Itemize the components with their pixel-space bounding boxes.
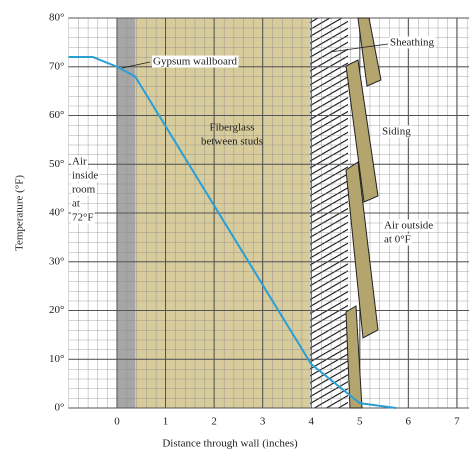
annotation-background <box>71 197 81 210</box>
x-tick-label: 0 <box>114 416 120 428</box>
y-tick-label: 50° <box>49 158 64 170</box>
annotation-background <box>389 36 436 49</box>
x-tick-label: 7 <box>454 416 460 428</box>
annotation: Air outside <box>384 220 433 232</box>
y-tick-label: 60° <box>49 109 64 121</box>
siding-board <box>345 305 363 409</box>
x-axis-label: Distance through wall (inches) <box>162 438 298 450</box>
annotation: at 0°F <box>384 234 411 246</box>
annotation-background <box>71 169 100 182</box>
annotation: inside <box>72 170 98 182</box>
annotation-background <box>383 219 435 232</box>
leader-line <box>121 61 151 69</box>
x-tick-label: 4 <box>308 416 314 428</box>
annotation: Siding <box>382 126 411 138</box>
annotation-background <box>383 233 412 246</box>
y-tick-label: 40° <box>49 207 64 219</box>
annotation-background <box>152 55 239 68</box>
annotation: Gypsum wallboard <box>153 56 238 68</box>
annotation-background <box>71 211 95 224</box>
annotation-background <box>71 183 97 196</box>
annotation: between studs <box>201 136 263 148</box>
annotation: Sheathing <box>390 37 434 49</box>
siding-board <box>345 161 379 339</box>
y-tick-label: 70° <box>49 60 64 72</box>
y-tick-label: 30° <box>49 255 64 267</box>
x-tick-label: 6 <box>406 416 412 428</box>
annotation-background <box>71 155 88 168</box>
temperature-line <box>68 56 397 409</box>
y-tick-label: 0° <box>54 402 64 414</box>
siding-board <box>345 59 379 203</box>
x-tick-label: 5 <box>357 416 363 428</box>
annotation: Fiberglass <box>209 122 254 134</box>
y-tick-label: 20° <box>49 304 64 316</box>
grid <box>68 17 469 409</box>
siding-board <box>357 17 382 87</box>
annotation: at <box>72 198 80 210</box>
annotation-background <box>381 125 413 138</box>
y-axis-label: Temperature (°F) <box>14 175 26 251</box>
annotation: 72°F <box>72 212 94 224</box>
x-tick-label: 3 <box>260 416 266 428</box>
annotation: Air <box>72 156 87 168</box>
plot: 0° 10° 20° 30° 40° 50° 60° 70° 80° 0 1 2 3 4 5 6 7 Gypsum… <box>49 12 460 428</box>
x-tick-label: 2 <box>211 416 217 428</box>
siding-boards <box>345 17 382 409</box>
x-tick-label: 1 <box>163 416 169 428</box>
annotation: room <box>72 184 96 196</box>
y-tick-label: 80° <box>49 12 64 24</box>
y-tick-label: 10° <box>49 353 64 365</box>
leader-line <box>329 43 389 53</box>
